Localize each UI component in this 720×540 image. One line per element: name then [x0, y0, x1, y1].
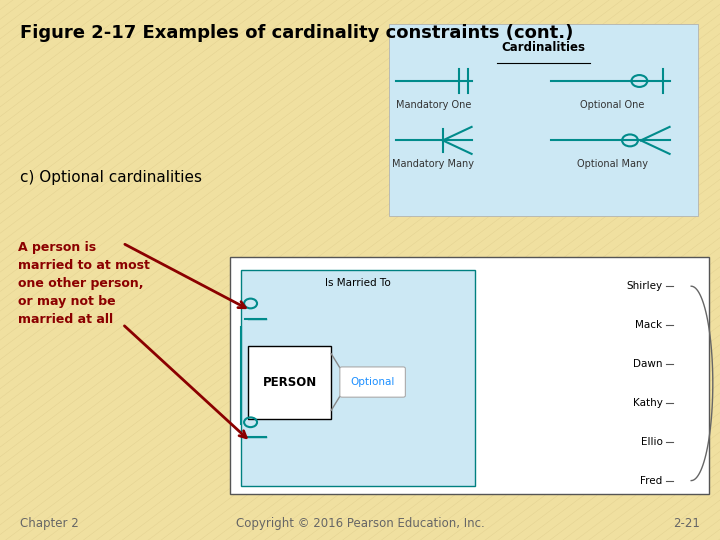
Text: Mandatory Many: Mandatory Many	[392, 159, 474, 170]
Text: Mandatory One: Mandatory One	[396, 100, 471, 110]
FancyBboxPatch shape	[248, 346, 331, 418]
Text: Copyright © 2016 Pearson Education, Inc.: Copyright © 2016 Pearson Education, Inc.	[235, 517, 485, 530]
Text: Optional One: Optional One	[580, 100, 644, 110]
Text: Cardinalities: Cardinalities	[502, 40, 585, 53]
Text: c) Optional cardinalities: c) Optional cardinalities	[20, 170, 202, 185]
Text: Is Married To: Is Married To	[325, 278, 391, 288]
Text: Shirley: Shirley	[626, 281, 662, 291]
FancyBboxPatch shape	[230, 256, 709, 494]
Text: Dawn: Dawn	[633, 359, 662, 369]
Text: 2-21: 2-21	[673, 517, 700, 530]
FancyBboxPatch shape	[340, 367, 405, 397]
Text: Fred: Fred	[640, 476, 662, 485]
FancyBboxPatch shape	[389, 24, 698, 216]
Text: Chapter 2: Chapter 2	[20, 517, 79, 530]
Text: A person is
married to at most
one other person,
or may not be
married at all: A person is married to at most one other…	[18, 241, 150, 326]
Text: Optional Many: Optional Many	[577, 159, 647, 170]
Text: Kathy: Kathy	[633, 398, 662, 408]
FancyBboxPatch shape	[241, 270, 475, 486]
Text: Figure 2-17 Examples of cardinality constraints (cont.): Figure 2-17 Examples of cardinality cons…	[20, 24, 574, 42]
Text: Mack: Mack	[635, 320, 662, 330]
Text: PERSON: PERSON	[263, 375, 317, 389]
Text: Optional: Optional	[351, 377, 395, 387]
Text: Ellio: Ellio	[641, 437, 662, 447]
